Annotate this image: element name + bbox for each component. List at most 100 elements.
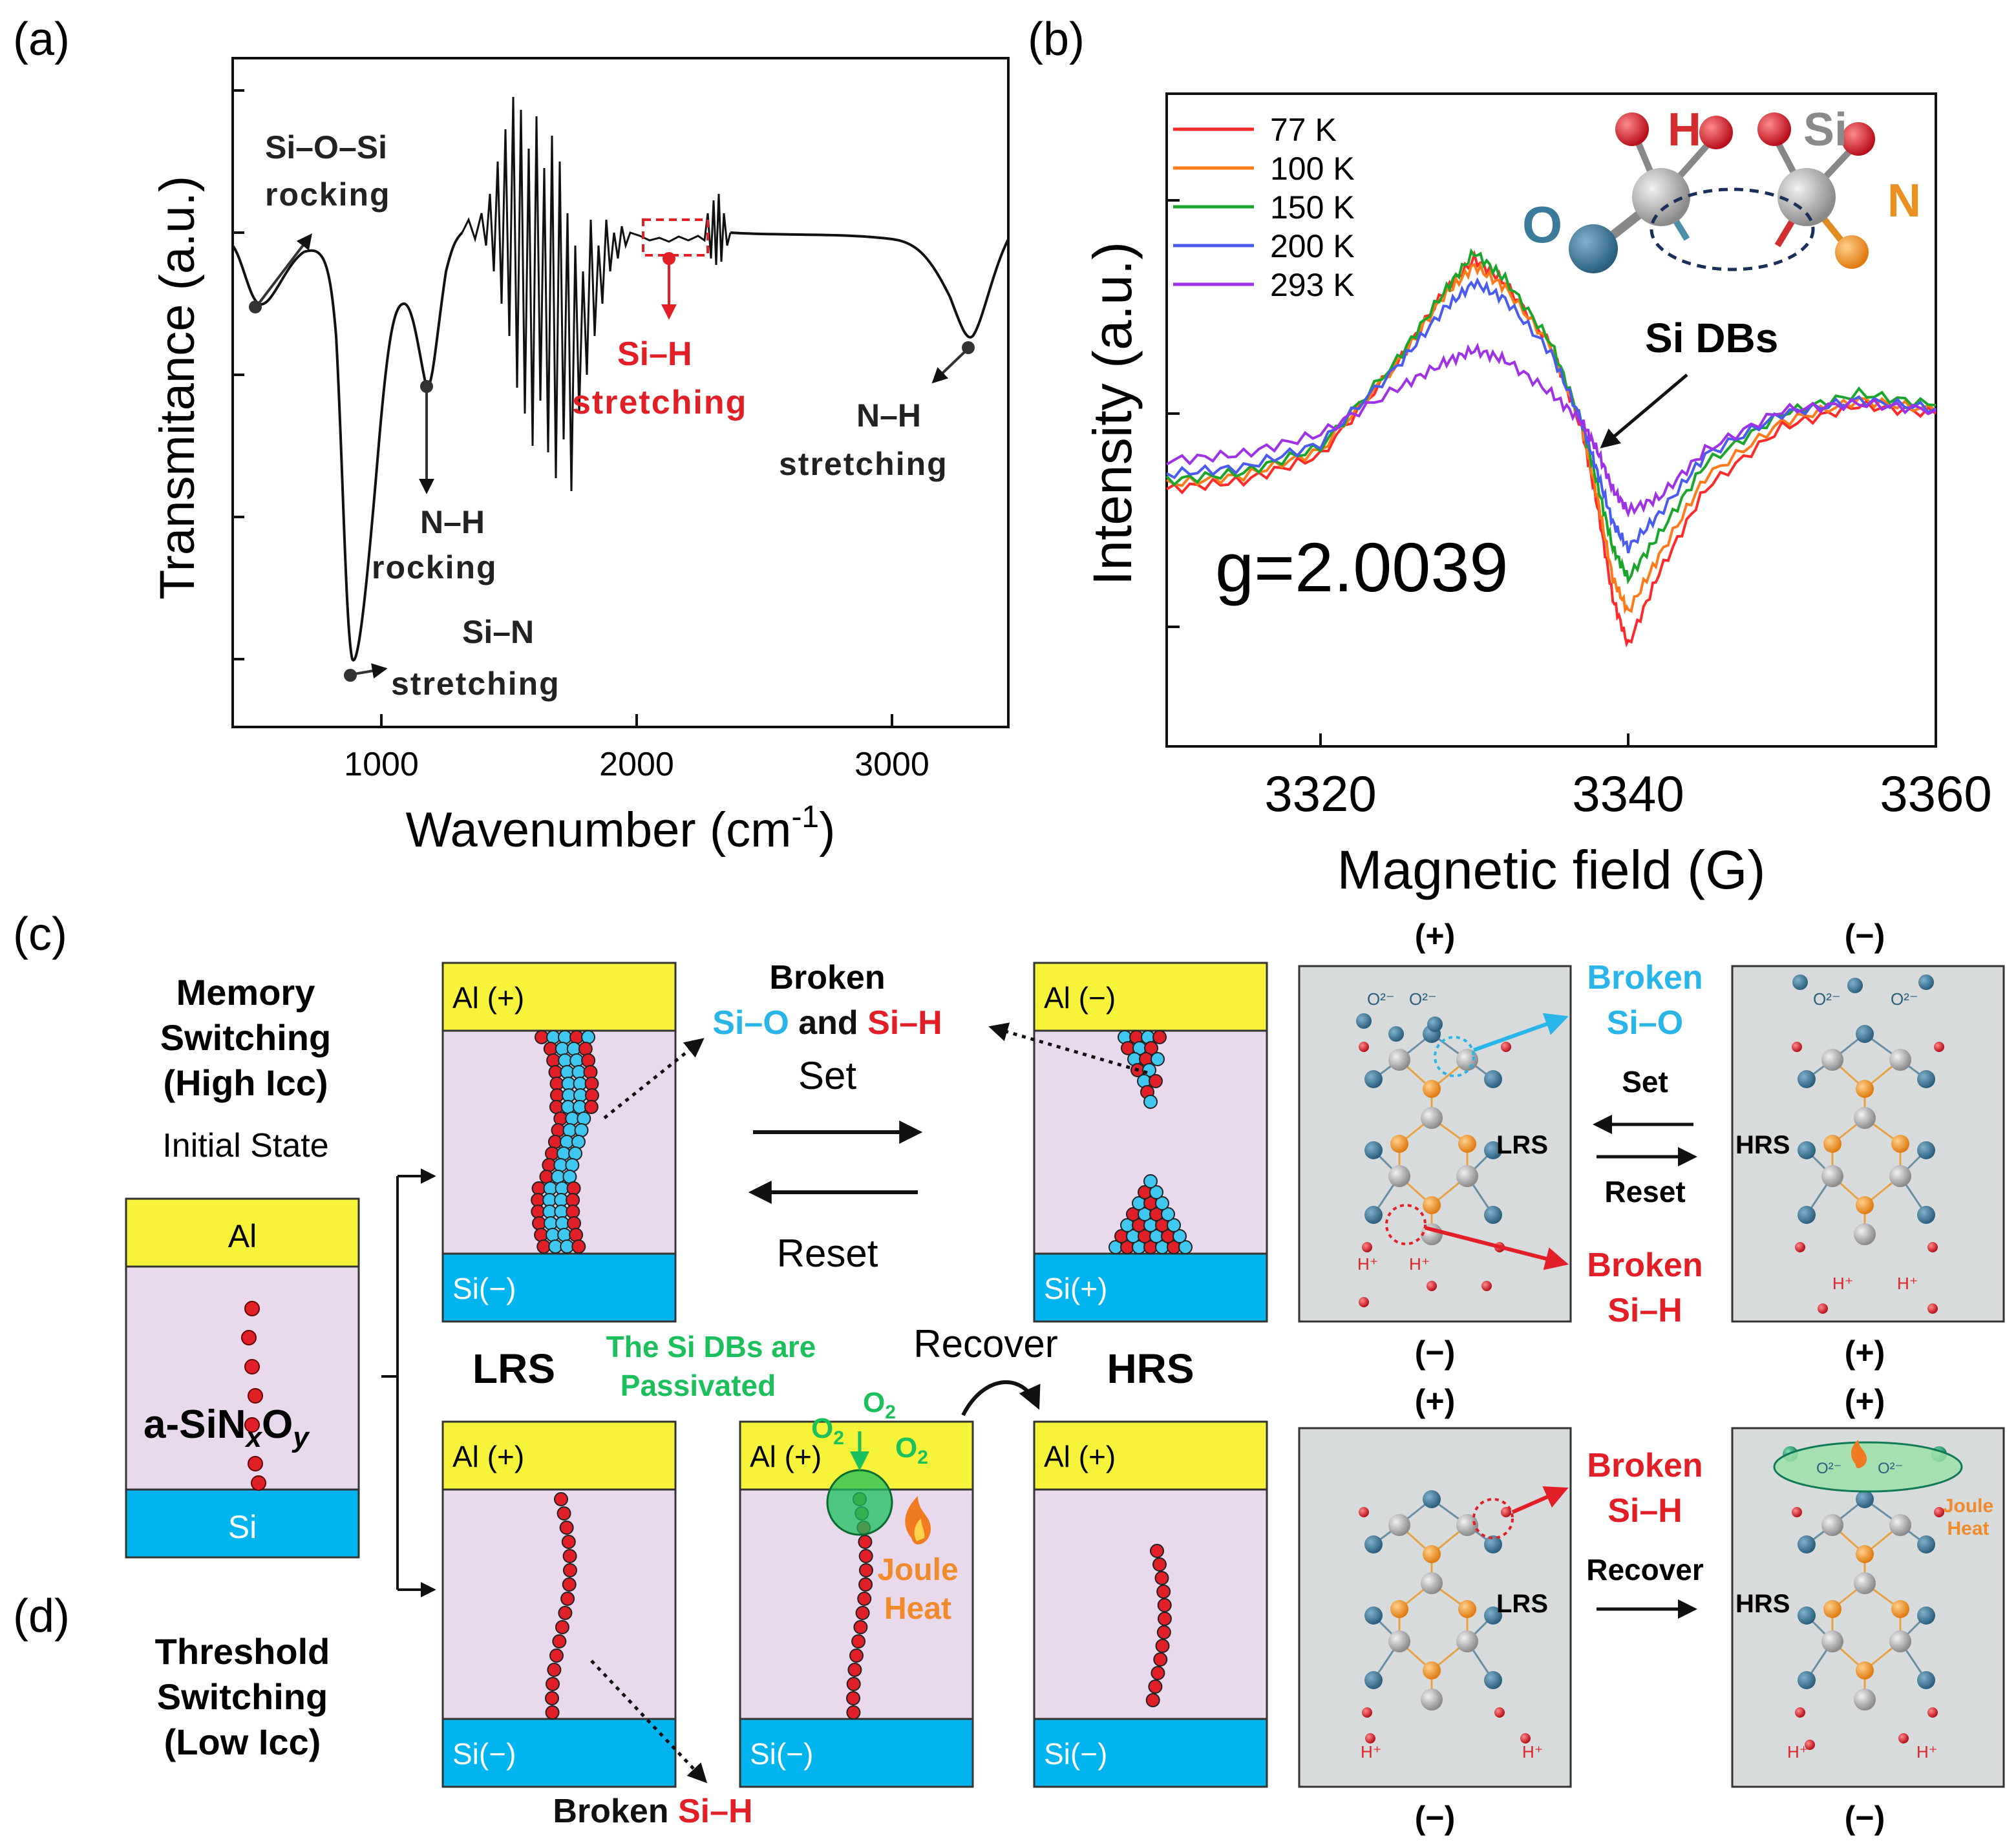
filament-bead xyxy=(858,1549,873,1563)
filament-bead xyxy=(858,1563,873,1577)
ftir-ylabel: Transmitance (a.u.) xyxy=(150,176,205,600)
ion-marker xyxy=(1359,1297,1369,1307)
c-hrs-h-label-1: H⁺ xyxy=(1832,1274,1854,1293)
lattice-si-atom xyxy=(1388,1049,1410,1071)
marker-nh-stretching xyxy=(962,341,975,354)
filament-bead xyxy=(578,1042,593,1056)
filament-bead xyxy=(558,1606,573,1620)
device-d-hrs: Al (+) Si(−) xyxy=(1033,1420,1268,1788)
ion-marker xyxy=(1805,1740,1815,1750)
ion-marker xyxy=(1918,974,1934,990)
label-nh-rocking-1: N–H xyxy=(420,504,485,540)
filament-bead xyxy=(577,1111,591,1126)
molecule-h-atom-3 xyxy=(1757,112,1791,146)
o2-label-3-o: O xyxy=(895,1432,917,1464)
memory-switching-line2: Switching xyxy=(160,1017,331,1058)
lattice-n-atom xyxy=(1390,1600,1408,1618)
broken-sih-text: Si–H xyxy=(867,1004,942,1042)
c-lrs-al xyxy=(441,962,677,1032)
d-atomic-joule-1: Joule xyxy=(1943,1495,1993,1517)
lattice-si-atom xyxy=(1388,1514,1410,1536)
c-right-minus: (−) xyxy=(1845,918,1885,954)
ftir-y-ticks xyxy=(233,89,244,660)
o2-label-3-sub: 2 xyxy=(917,1447,928,1468)
lattice-o-atom xyxy=(1484,1206,1502,1224)
lattice-n-atom xyxy=(1823,1600,1841,1618)
lattice-n-atom xyxy=(1423,1661,1441,1680)
d-mid-si xyxy=(739,1718,974,1788)
lattice-o-atom xyxy=(1798,1535,1816,1553)
flame-icon-small xyxy=(1851,1440,1867,1468)
filament-bead xyxy=(849,1648,864,1663)
lattice-si-atom xyxy=(1889,1049,1911,1071)
d-lrs-state: LRS xyxy=(1496,1590,1548,1618)
lattice-o-atom xyxy=(1484,1671,1502,1689)
molecule-db-ellipse xyxy=(1650,187,1815,271)
lattice-si-atom xyxy=(1388,1630,1410,1652)
o2-label-2-sub: 2 xyxy=(833,1427,844,1449)
filament-bead xyxy=(545,1705,560,1720)
molecule-h-atom-1 xyxy=(1615,112,1649,146)
device-c-hrs: Al (−) Si(+) xyxy=(1033,962,1268,1323)
c-lrs-si-label: Si(−) xyxy=(452,1272,516,1305)
dotted-arrow-lrs xyxy=(603,1038,705,1119)
filament-bead xyxy=(846,1705,861,1720)
lattice-si-atom xyxy=(1388,1165,1410,1187)
lattice-n-atom xyxy=(1856,1661,1874,1680)
filament-bead xyxy=(566,1205,580,1219)
lattice-n-atom xyxy=(1458,1600,1476,1618)
initial-si-layer xyxy=(125,1488,360,1559)
lattice-o-atom xyxy=(1484,1141,1502,1159)
filament-bead xyxy=(1156,1625,1171,1639)
ftir-xlabel-sup: -1 xyxy=(791,800,819,834)
o2-label-1-sub: 2 xyxy=(885,1402,896,1423)
c-broken-sio-2: Si–O xyxy=(1607,1004,1684,1042)
c-hrs-h-label-2: H⁺ xyxy=(1897,1274,1918,1293)
legend-label-1: 100 K xyxy=(1270,151,1355,187)
d-lrs-oxide xyxy=(441,1488,677,1720)
lattice-h-atom xyxy=(1792,1507,1802,1517)
legend-label-3: 200 K xyxy=(1270,228,1355,264)
filament-bead xyxy=(1157,1598,1172,1612)
lattice-si-atom xyxy=(1854,1572,1876,1594)
lattice-o-atom xyxy=(1917,1070,1935,1088)
bracket-connector xyxy=(381,1168,436,1597)
lattice-n-atom xyxy=(1423,1545,1441,1563)
molecule-label-n: N xyxy=(1887,175,1921,227)
epr-ylabel: Intensity (a.u.) xyxy=(1082,242,1143,585)
ion-marker xyxy=(1898,1733,1909,1743)
lattice-o-atom xyxy=(1856,1490,1874,1508)
epr-si-dbs-arrow xyxy=(1600,374,1688,448)
filament-bead xyxy=(569,1228,584,1242)
filament-bead xyxy=(566,1193,580,1207)
epr-series-layer xyxy=(1165,247,1937,648)
filament-bead xyxy=(562,1170,577,1184)
arrow-sios xyxy=(257,233,312,305)
d-hrs-si xyxy=(1033,1718,1268,1788)
atomic-c-hrs-box xyxy=(1731,965,2005,1323)
panel-label-c: (c) xyxy=(13,909,67,960)
lattice-o-atom xyxy=(1917,1206,1935,1224)
c-hrs-o2-label-2: O²⁻ xyxy=(1891,989,1918,1009)
d-left-plus: (+) xyxy=(1415,1383,1456,1419)
epr-xtick-label-3320: 3320 xyxy=(1264,765,1377,822)
d-lrs-h-label-2: H⁺ xyxy=(1522,1742,1544,1762)
o2-label-1-o: O xyxy=(863,1387,885,1418)
d-lrs-al xyxy=(441,1420,677,1491)
c-atomic-reset: Reset xyxy=(1604,1175,1685,1208)
lattice-si-atom xyxy=(1889,1630,1911,1652)
filament-bead xyxy=(571,1135,586,1149)
filament-bead xyxy=(1155,1196,1169,1210)
d-passivated-2: Passivated xyxy=(621,1369,776,1402)
lattice-si-atom xyxy=(1421,1107,1443,1129)
panel-label-b: (b) xyxy=(1028,14,1085,65)
lattice-h-atom xyxy=(1927,1242,1938,1252)
o2-label-2: O2 xyxy=(811,1413,844,1449)
lattice-o-atom xyxy=(1484,1535,1502,1553)
o2-label-1: O2 xyxy=(863,1387,896,1423)
lattice-o-atom xyxy=(1364,1070,1383,1088)
lattice-h-atom xyxy=(1934,1042,1944,1052)
molecule-n-atom xyxy=(1835,235,1869,269)
filament-bead xyxy=(581,1053,596,1068)
